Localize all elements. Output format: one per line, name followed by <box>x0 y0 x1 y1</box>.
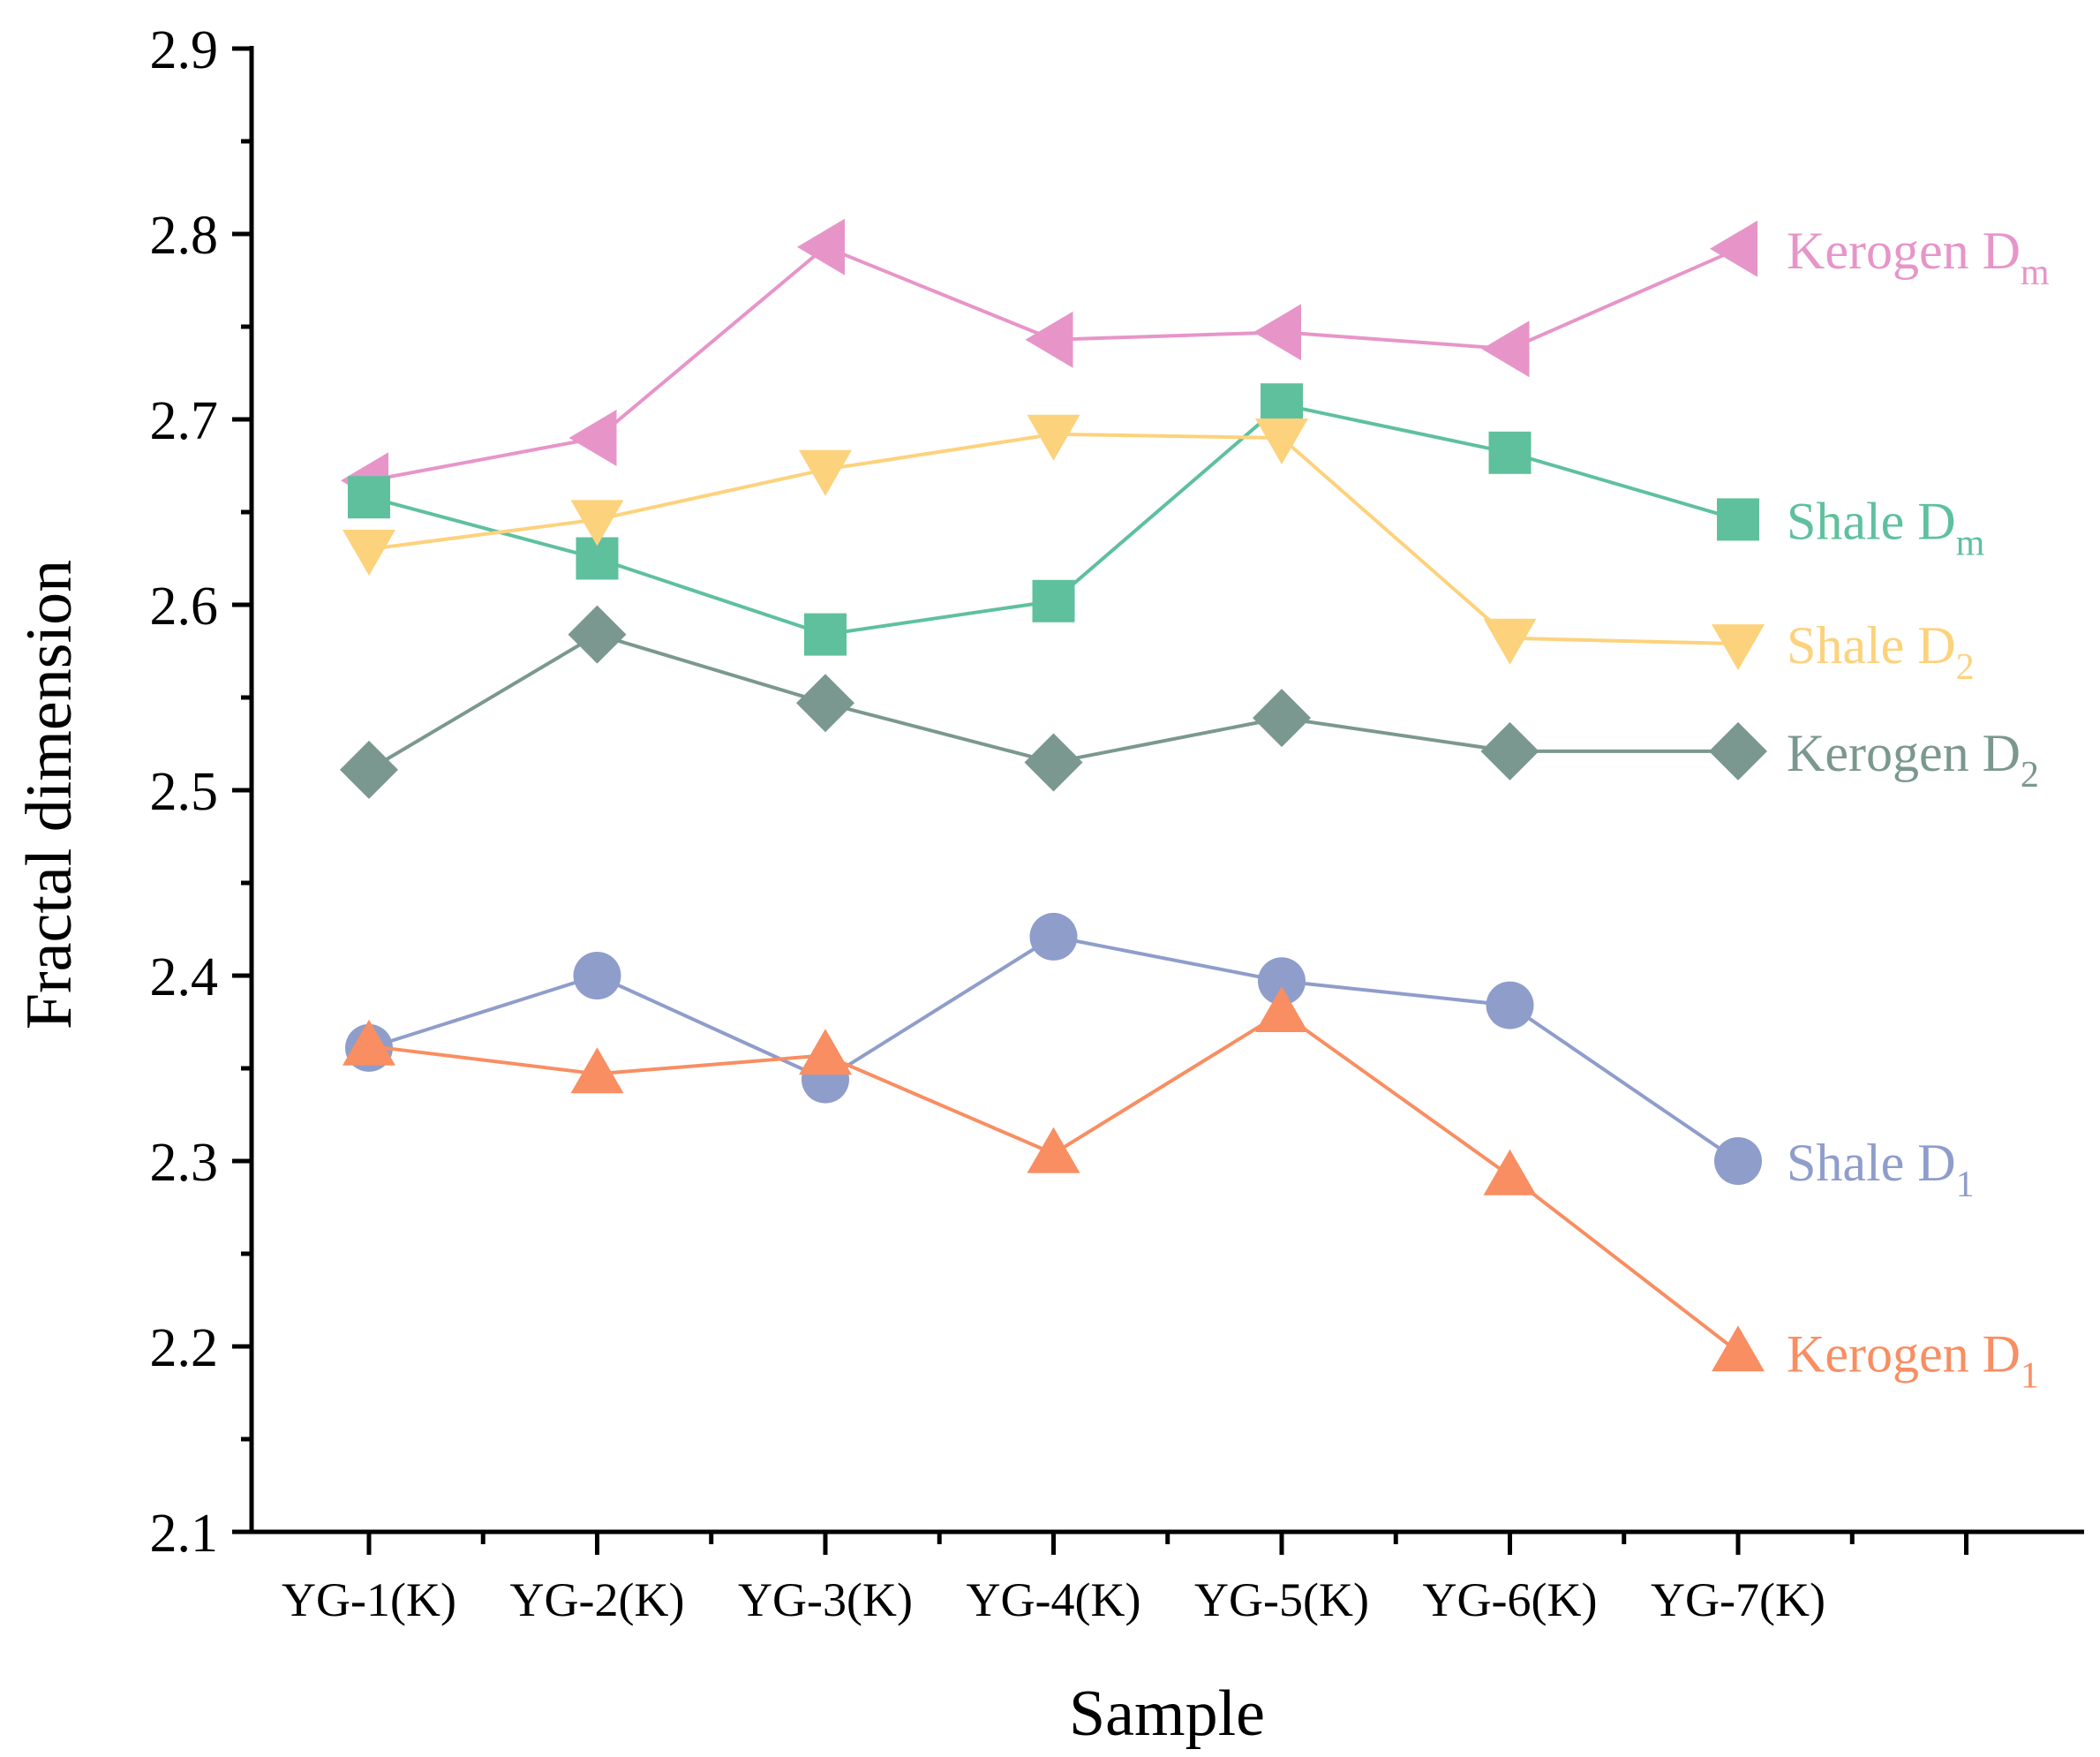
diamond-marker <box>1253 689 1311 748</box>
y-tick-label: 2.6 <box>150 577 219 637</box>
triangle-down-marker <box>1255 419 1308 464</box>
triangle-up-marker <box>570 1047 624 1094</box>
triangle-left-marker <box>1481 320 1530 378</box>
circle-marker <box>1029 912 1078 961</box>
series-shale-d1 <box>345 912 1762 1185</box>
x-tick-label: YG-5(K) <box>1194 1573 1369 1626</box>
triangle-down-marker <box>342 530 395 576</box>
y-tick-label: 2.4 <box>150 947 219 1007</box>
triangle-down-marker <box>1027 414 1080 461</box>
triangle-up-marker <box>1483 1149 1537 1195</box>
triangle-up-marker <box>799 1029 852 1075</box>
triangle-up-marker <box>342 1019 395 1066</box>
series-kerogen-d2 <box>340 605 1767 799</box>
series-label: Shale D1 <box>1787 1134 1975 1205</box>
series-label: Kerogen D1 <box>1787 1324 2039 1396</box>
x-tick-label: YG-4(K) <box>967 1573 1141 1626</box>
series-label-main: Kerogen D <box>1787 724 2021 782</box>
y-tick-label: 2.3 <box>150 1133 219 1193</box>
triangle-down-marker <box>799 449 852 496</box>
series-layer <box>340 218 1767 1372</box>
series-label: Shale Dm <box>1787 492 1985 563</box>
square-marker <box>348 476 390 519</box>
diamond-marker <box>1480 721 1539 780</box>
x-tick-label: YG-1(K) <box>282 1573 456 1626</box>
triangle-left-marker <box>797 218 845 275</box>
series-kerogen-dm <box>341 218 1758 509</box>
x-tick-label: YG-6(K) <box>1423 1573 1598 1626</box>
square-marker <box>1717 498 1759 541</box>
series-label: Kerogen Dm <box>1787 222 2050 293</box>
series-label-main: Kerogen D <box>1787 1324 2021 1383</box>
series-label-main: Shale D <box>1787 616 1956 675</box>
series-label-main: Shale D <box>1787 1134 1956 1192</box>
y-tick-label: 2.7 <box>150 391 219 451</box>
triangle-up-marker <box>1255 986 1308 1032</box>
triangle-left-marker <box>1710 220 1758 277</box>
series-label-subscript: 2 <box>2021 755 2039 796</box>
x-axis-title: Sample <box>1069 1678 1265 1750</box>
triangle-left-marker <box>1253 304 1301 361</box>
series-label-main: Kerogen D <box>1787 222 2021 280</box>
series-line <box>368 1010 1740 1354</box>
series-shale-dm <box>348 383 1759 656</box>
triangle-left-marker <box>1025 311 1073 368</box>
x-tick-label: YG-7(K) <box>1651 1573 1825 1626</box>
series-label-subscript: m <box>2021 253 2050 293</box>
series-label: Kerogen D2 <box>1787 724 2039 796</box>
circle-marker <box>573 952 621 999</box>
square-marker <box>1032 579 1075 622</box>
y-tick-label: 2.8 <box>150 206 219 266</box>
square-marker <box>1488 431 1532 474</box>
y-tick-label: 2.1 <box>150 1504 219 1564</box>
square-marker <box>804 613 847 656</box>
series-label-subscript: 2 <box>1956 647 1975 688</box>
diamond-marker <box>568 605 627 664</box>
series-label-main: Shale D <box>1787 492 1956 550</box>
diamond-marker <box>1024 733 1083 792</box>
circle-marker <box>1258 957 1306 1006</box>
series-label-subscript: 1 <box>1956 1165 1975 1205</box>
series-label-subscript: m <box>1956 523 1985 563</box>
axes-layer: 2.1 2.2 2.3 2.4 2.5 2.6 2.7 2.8 2.9 YG-1(K) YG-2(K… <box>150 20 2084 1626</box>
series-shale-d2 <box>342 414 1765 671</box>
diamond-marker <box>1709 721 1767 780</box>
series-label-subscript: 1 <box>2021 1355 2039 1396</box>
y-tick-label: 2.2 <box>150 1318 219 1378</box>
circle-marker <box>1714 1137 1762 1185</box>
y-axis-title: Fractal dimension <box>13 560 86 1029</box>
triangle-up-marker <box>1712 1325 1765 1372</box>
series-kerogen-d1 <box>342 986 1765 1372</box>
x-tick-label: YG-2(K) <box>510 1573 685 1626</box>
triangle-down-marker <box>1712 624 1765 671</box>
y-tick-label: 2.5 <box>150 762 219 822</box>
x-tick-label: YG-3(K) <box>738 1573 913 1626</box>
triangle-down-marker <box>570 500 624 547</box>
diamond-marker <box>796 674 854 733</box>
diamond-marker <box>340 740 398 799</box>
triangle-left-marker <box>568 410 617 466</box>
y-tick-label: 2.9 <box>150 20 219 80</box>
triangle-up-marker <box>1027 1127 1080 1173</box>
triangle-down-marker <box>1483 618 1537 665</box>
series-label: Shale D2 <box>1787 616 1975 688</box>
circle-marker <box>1486 981 1534 1029</box>
